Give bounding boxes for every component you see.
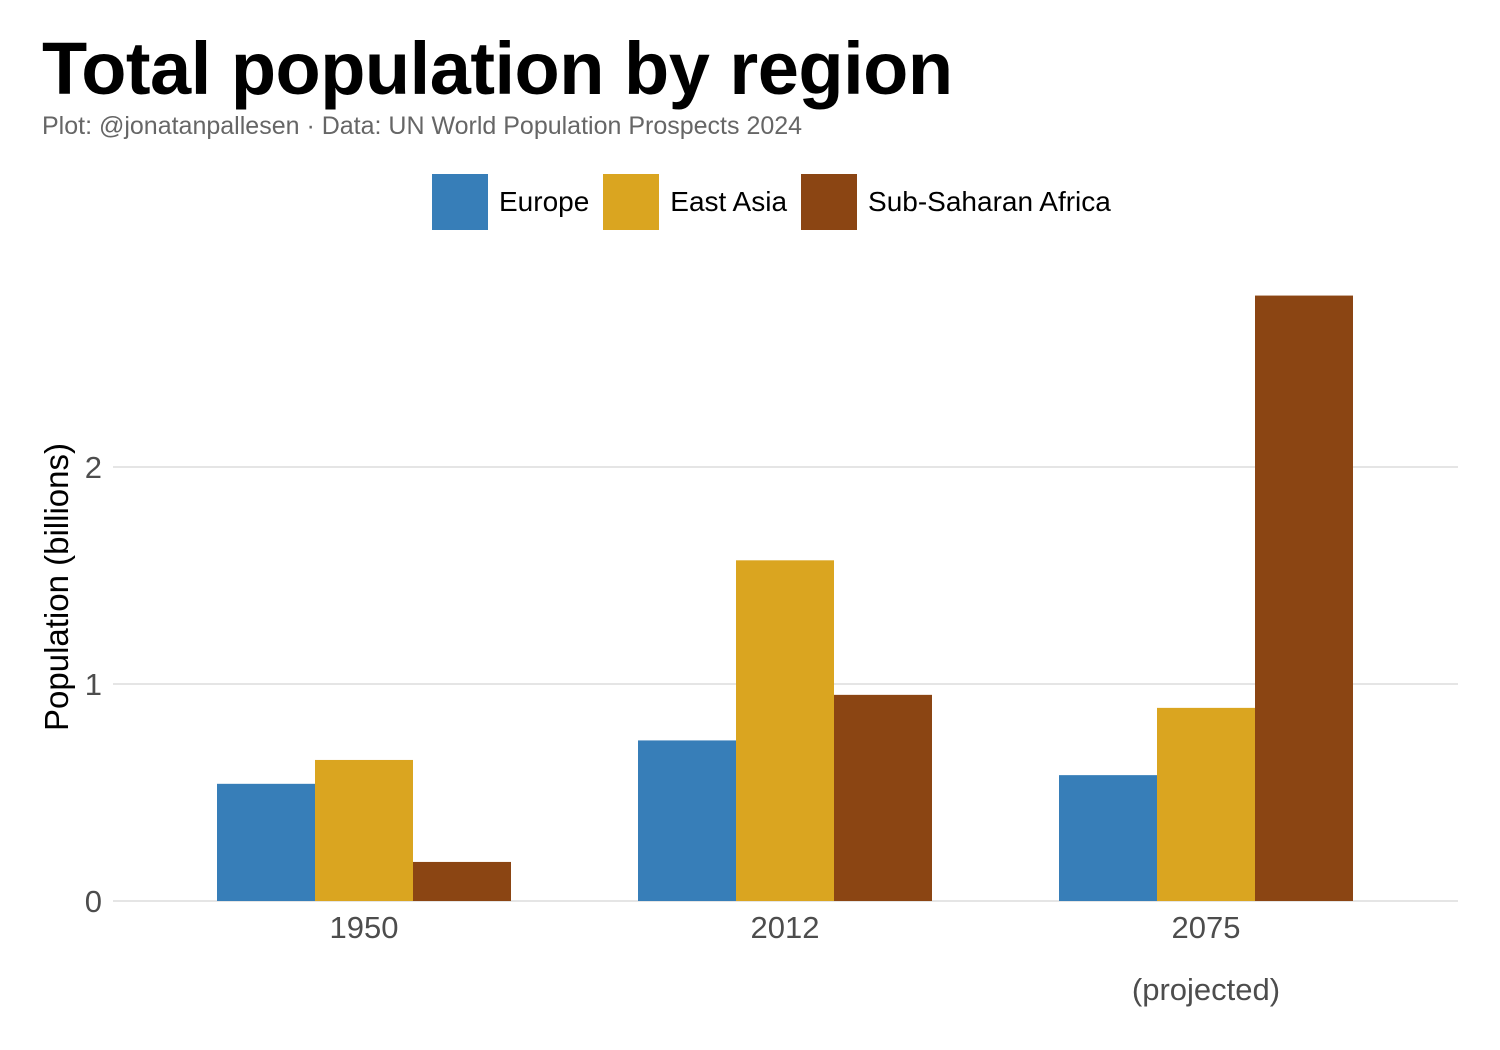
bar-sub-saharan-africa-2012	[834, 694, 932, 901]
bar-east-asia-2075	[1157, 707, 1255, 901]
x-tick-label-2012: 2012	[751, 910, 820, 945]
legend-item-east-asia: East Asia	[603, 174, 787, 230]
chart-subtitle: Plot: @jonatanpallesen · Data: UN World …	[42, 112, 803, 140]
bar-sub-saharan-africa-1950	[413, 861, 511, 901]
y-axis-label: Population (billions)	[38, 443, 75, 731]
bar-sub-saharan-africa-2075	[1255, 295, 1353, 901]
bar-east-asia-2012	[736, 560, 834, 901]
legend: Europe East Asia Sub-Saharan Africa	[432, 174, 1125, 230]
chart-title: Total population by region	[42, 27, 953, 110]
legend-item-europe: Europe	[432, 174, 589, 230]
bar-europe-2075	[1059, 775, 1157, 901]
bar-europe-2012	[638, 740, 736, 901]
x-tick-sublabel-2075: (projected)	[1132, 972, 1280, 1007]
legend-label-sub-saharan-africa: Sub-Saharan Africa	[868, 186, 1111, 217]
y-tick-label: 0	[85, 884, 102, 919]
legend-swatch-sub-saharan-africa	[801, 174, 858, 230]
x-tick-label-2075: 2075	[1172, 910, 1241, 945]
y-tick-label: 2	[85, 450, 102, 485]
y-axis-ticks: 0 1 2	[85, 450, 102, 919]
y-tick-label: 1	[85, 667, 102, 702]
bar-europe-1950	[217, 783, 315, 901]
legend-swatch-east-asia	[603, 174, 660, 230]
legend-swatch-europe	[432, 174, 488, 230]
legend-label-europe: Europe	[499, 186, 590, 217]
bars	[217, 295, 1353, 901]
legend-item-sub-saharan-africa: Sub-Saharan Africa	[801, 174, 1111, 230]
x-axis-ticks: 1950 2012 2075 (projected)	[330, 910, 1281, 1007]
bar-east-asia-1950	[315, 759, 413, 901]
legend-label-east-asia: East Asia	[670, 186, 788, 217]
x-tick-label-1950: 1950	[330, 910, 399, 945]
